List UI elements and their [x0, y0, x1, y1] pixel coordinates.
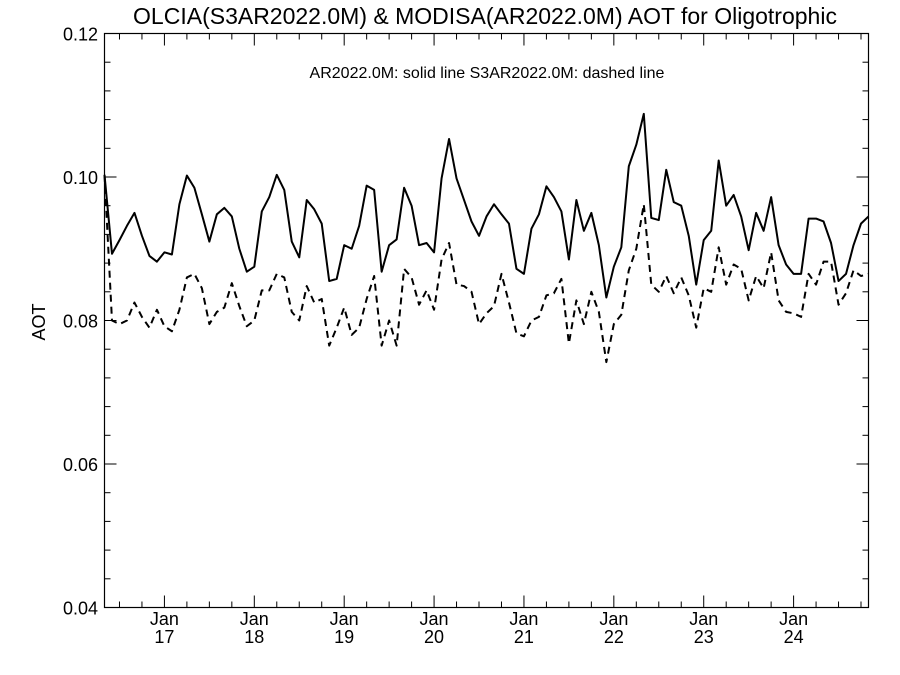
y-axis-label: AOT — [29, 303, 49, 340]
x-tick-year-label: 21 — [514, 627, 534, 647]
x-tick-year-label: 17 — [154, 627, 174, 647]
x-tick-month-label: Jan — [150, 609, 179, 629]
x-tick-year-label: 23 — [694, 627, 714, 647]
y-tick-label: 0.06 — [63, 455, 98, 475]
x-tick-month-label: Jan — [509, 609, 538, 629]
y-tick-label: 0.04 — [63, 599, 98, 619]
x-tick-month-label: Jan — [330, 609, 359, 629]
series-legend-note: AR2022.0M: solid line S3AR2022.0M: dashe… — [310, 65, 665, 82]
x-tick-month-label: Jan — [779, 609, 808, 629]
x-tick-month-label: Jan — [599, 609, 628, 629]
series-line-ar2022-0m — [103, 112, 870, 299]
x-tick-month-label: Jan — [240, 609, 269, 629]
chart-title: OLCIA(S3AR2022.0M) & MODISA(AR2022.0M) A… — [133, 3, 837, 29]
series-line-s3ar2022-0m — [103, 174, 869, 364]
x-tick-year-label: 18 — [244, 627, 264, 647]
plot-frame — [103, 32, 870, 609]
y-tick-label: 0.10 — [63, 168, 98, 188]
y-tick-label: 0.12 — [63, 25, 98, 45]
x-tick-year-label: 22 — [604, 627, 624, 647]
x-tick-month-label: Jan — [420, 609, 449, 629]
x-tick-year-label: 24 — [784, 627, 804, 647]
x-tick-month-label: Jan — [689, 609, 718, 629]
y-tick-label: 0.08 — [63, 312, 98, 332]
series-layer — [103, 112, 870, 364]
y-axis: 0.04 0.06 0.08 0.10 0.12 — [63, 25, 869, 619]
x-tick-year-label: 19 — [334, 627, 354, 647]
x-tick-year-label: 20 — [424, 627, 444, 647]
